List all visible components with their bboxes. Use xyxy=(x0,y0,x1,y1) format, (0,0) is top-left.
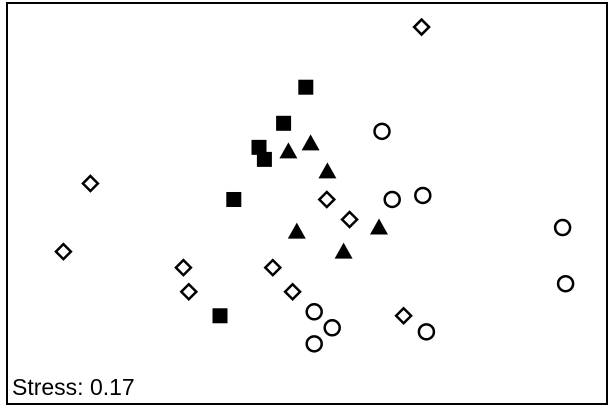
open-diamond-point-2 xyxy=(317,190,337,209)
open-circle-point-3 xyxy=(553,218,572,237)
filled-square-point-4 xyxy=(226,191,242,207)
open-diamond-point-0 xyxy=(412,17,431,37)
filled-triangle-point-2 xyxy=(318,162,337,179)
open-circle-point-4 xyxy=(556,274,575,293)
open-diamond-point-9 xyxy=(394,306,413,326)
filled-square-point-5 xyxy=(212,308,228,324)
open-diamond-point-5 xyxy=(174,258,193,277)
filled-triangle-point-4 xyxy=(370,218,388,235)
stress-annotation: Stress: 0.17 xyxy=(12,374,135,400)
filled-square-point-0 xyxy=(298,79,314,95)
filled-square-point-1 xyxy=(276,115,292,131)
open-circle-point-7 xyxy=(305,335,323,353)
open-circle-point-8 xyxy=(417,323,436,341)
open-circle-point-0 xyxy=(373,122,391,141)
open-diamond-point-7 xyxy=(263,258,283,277)
open-diamond-point-6 xyxy=(179,282,199,301)
filled-triangle-point-0 xyxy=(301,134,320,151)
open-diamond-point-4 xyxy=(54,242,73,261)
open-circle-point-2 xyxy=(414,186,432,205)
filled-triangle-point-1 xyxy=(279,142,298,159)
data-points xyxy=(54,17,575,353)
plot-frame xyxy=(6,2,608,405)
filled-square-point-2 xyxy=(251,139,267,155)
open-circle-point-5 xyxy=(305,303,323,321)
open-diamond-point-8 xyxy=(283,282,302,301)
filled-triangle-point-3 xyxy=(287,222,306,239)
open-circle-point-6 xyxy=(323,319,341,337)
filled-square-point-3 xyxy=(256,151,272,167)
open-diamond-point-1 xyxy=(81,174,100,193)
open-circle-point-1 xyxy=(383,190,401,209)
open-diamond-point-3 xyxy=(340,210,359,229)
filled-triangle-point-5 xyxy=(334,242,353,259)
